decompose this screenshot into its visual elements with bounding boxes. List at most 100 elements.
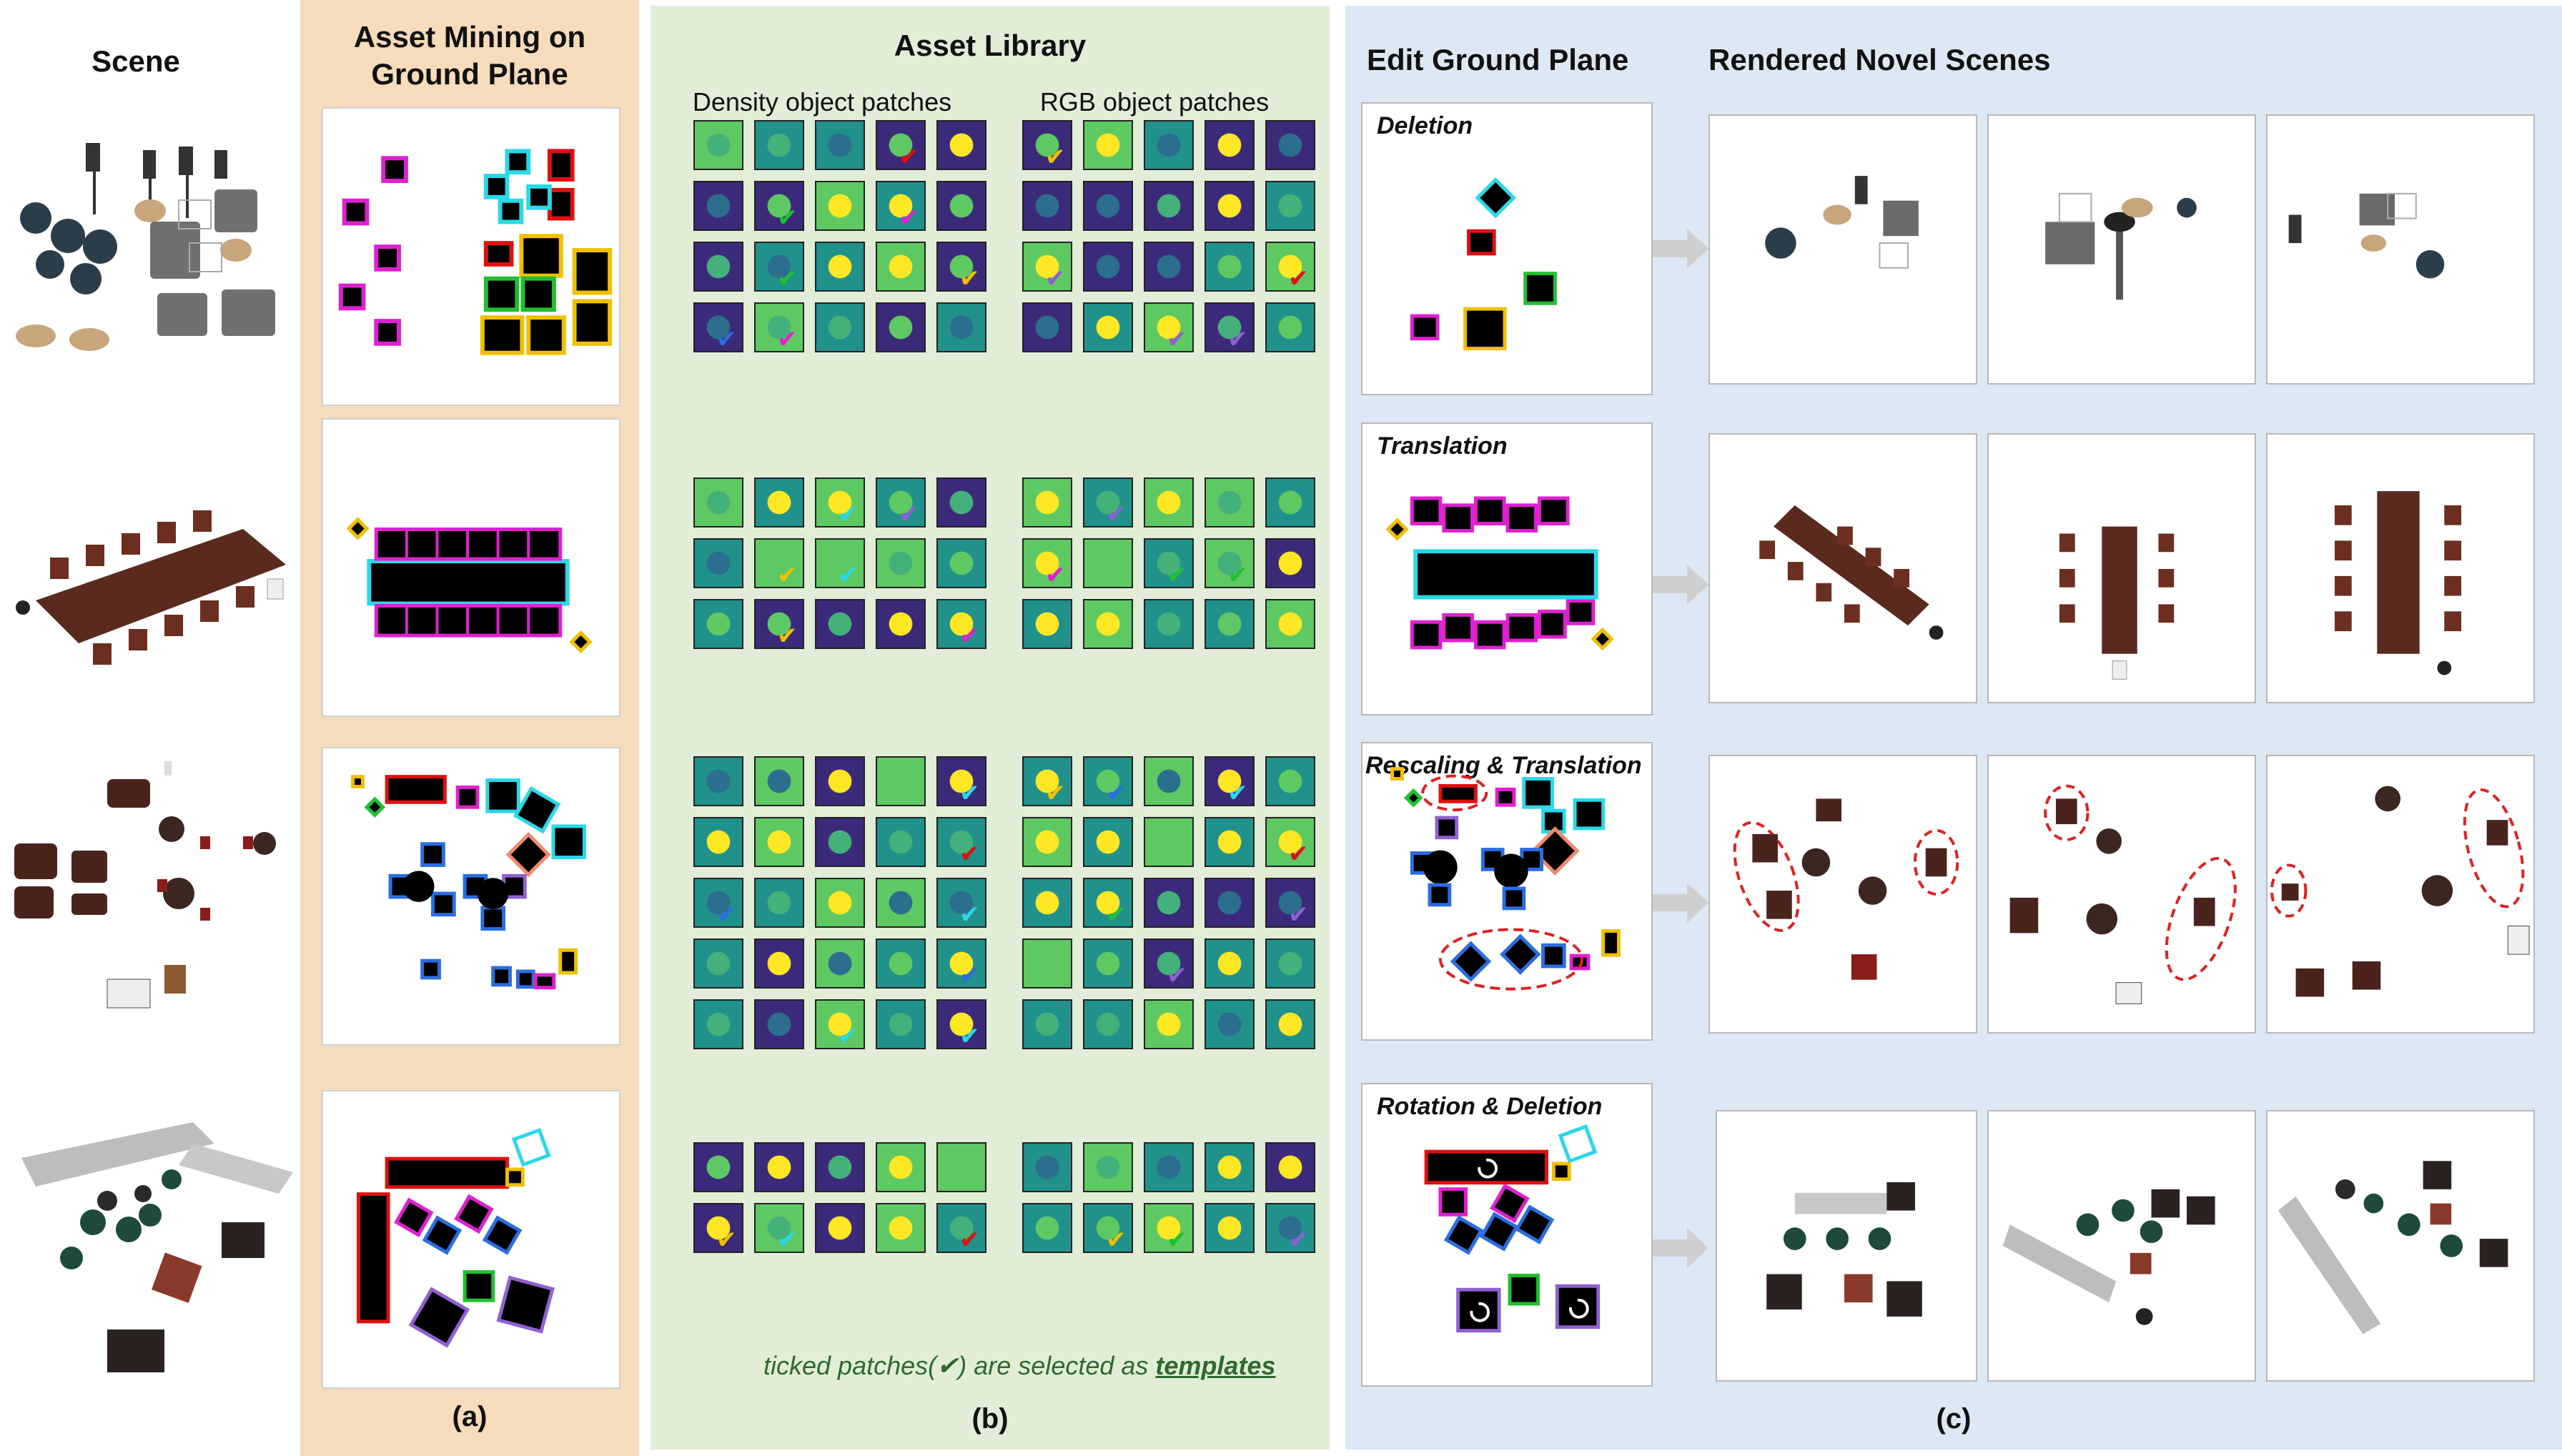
edit-label-rotate-delete: Rotation & Deletion <box>1377 1093 1603 1120</box>
asset-mining-title-line2: Ground Plane <box>371 57 568 91</box>
edit-ground-plane-title: Edit Ground Plane <box>1367 43 1629 76</box>
object-patch: ✔ <box>936 939 986 989</box>
object-patch <box>876 1203 926 1253</box>
tick-icon: ✔ <box>1288 841 1309 868</box>
tick-icon: ✔ <box>899 144 919 171</box>
object-patch <box>693 999 743 1049</box>
object-patch <box>815 756 865 806</box>
tick-icon: ✔ <box>959 623 980 650</box>
object-patch <box>815 120 865 170</box>
tick-icon: ✔ <box>1045 144 1066 171</box>
object-patch <box>1265 599 1315 649</box>
object-patch: ✔ <box>876 181 926 232</box>
tick-icon: ✔ <box>1227 562 1248 589</box>
tick-icon: ✔ <box>838 501 859 528</box>
object-patch <box>1205 599 1255 649</box>
object-patch <box>1205 242 1255 292</box>
object-patch: ✔ <box>754 181 804 232</box>
scene-image-1 <box>7 129 293 372</box>
tick-icon: ✔ <box>1288 1227 1309 1254</box>
object-patch <box>1265 538 1315 588</box>
object-patch <box>1022 1142 1072 1192</box>
edit-render-panel: Edit Ground Plane Rendered Novel Scenes … <box>1345 6 2562 1450</box>
templates-word: templates <box>1155 1351 1276 1380</box>
object-patch <box>876 538 926 588</box>
tick-icon: ✔ <box>1227 780 1248 807</box>
object-patch <box>1205 999 1255 1049</box>
object-patch <box>1205 120 1255 170</box>
object-patch <box>1022 302 1072 352</box>
object-patch <box>936 477 986 528</box>
object-patch <box>693 538 743 588</box>
object-patch: ✔ <box>1083 756 1133 807</box>
object-patch <box>693 120 743 170</box>
object-patch <box>1083 302 1133 352</box>
caption-a: (a) <box>452 1401 488 1432</box>
object-patch: ✔ <box>754 1203 804 1254</box>
object-patch <box>1265 939 1315 989</box>
object-patch <box>1144 599 1194 649</box>
tick-icon: ✔ <box>1227 326 1248 353</box>
render-rotate-2 <box>1987 1110 2256 1382</box>
object-patch <box>1083 120 1133 170</box>
render-deletion-2 <box>1987 114 2256 385</box>
object-patch <box>1144 1142 1194 1192</box>
object-patch <box>876 302 926 352</box>
object-patch <box>1205 817 1255 867</box>
tick-icon: ✔ <box>959 962 980 989</box>
object-patch <box>693 181 743 231</box>
object-patch <box>754 939 804 989</box>
render-rescale-2 <box>1987 755 2256 1034</box>
edit-plane-rescale-translate: Rescaling & Translation <box>1361 742 1653 1041</box>
tick-icon: ✔ <box>1167 326 1187 353</box>
tick-icon: ✔ <box>1167 1227 1187 1254</box>
scene-image-3 <box>7 751 293 1022</box>
object-patch <box>754 999 804 1049</box>
render-deletion-3 <box>2266 114 2535 385</box>
object-patch <box>1205 181 1255 231</box>
object-patch <box>815 939 865 989</box>
asset-mining-panel: Asset Mining on Ground Plane <box>300 0 639 1456</box>
render-rescale-1 <box>1708 755 1977 1034</box>
tick-icon: ✔ <box>1167 962 1187 989</box>
object-patch: ✔ <box>1205 756 1255 807</box>
object-patch <box>1022 1203 1072 1253</box>
object-patch: ✔ <box>815 999 865 1050</box>
object-patch <box>936 120 986 170</box>
object-patch <box>876 939 926 989</box>
tick-icon: ✔ <box>959 265 980 292</box>
arrow-row-2 <box>1653 565 1708 605</box>
edit-plane-translation: Translation <box>1361 422 1653 715</box>
object-patch <box>1144 756 1194 806</box>
object-patch: ✔ <box>1265 817 1315 868</box>
scene-image-2 <box>7 500 293 686</box>
object-patch <box>1022 878 1072 928</box>
object-patch <box>1083 242 1133 292</box>
object-patch: ✔ <box>1083 1203 1133 1254</box>
object-patch: ✔ <box>876 120 926 171</box>
object-patch: ✔ <box>936 878 986 928</box>
object-patch <box>876 599 926 649</box>
tick-icon: ✔ <box>838 562 859 589</box>
tick-icon: ✔ <box>777 265 798 292</box>
object-patch: ✔ <box>754 538 804 589</box>
tick-icon: ✔ <box>838 1023 859 1050</box>
object-patch: ✔ <box>936 817 986 868</box>
object-patch <box>1205 939 1255 989</box>
asset-mining-title-line1: Asset Mining on <box>353 20 586 54</box>
object-patch <box>876 999 926 1049</box>
tick-icon: ✔ <box>959 780 980 807</box>
render-translation-3 <box>2266 433 2535 703</box>
object-patch <box>936 1142 986 1192</box>
tick-icon: ✔ <box>1288 901 1309 928</box>
object-patch <box>1022 939 1072 989</box>
object-patch <box>1144 242 1194 292</box>
tick-icon: ✔ <box>1106 780 1127 807</box>
rgb-patches-label: RGB object patches <box>1039 87 1270 117</box>
object-patch: ✔ <box>1144 939 1194 989</box>
scene-image-4 <box>7 1115 293 1387</box>
tick-icon: ✔ <box>716 326 737 353</box>
object-patch <box>754 756 804 806</box>
object-patch <box>1265 477 1315 528</box>
arrow-row-4 <box>1653 1228 1708 1268</box>
